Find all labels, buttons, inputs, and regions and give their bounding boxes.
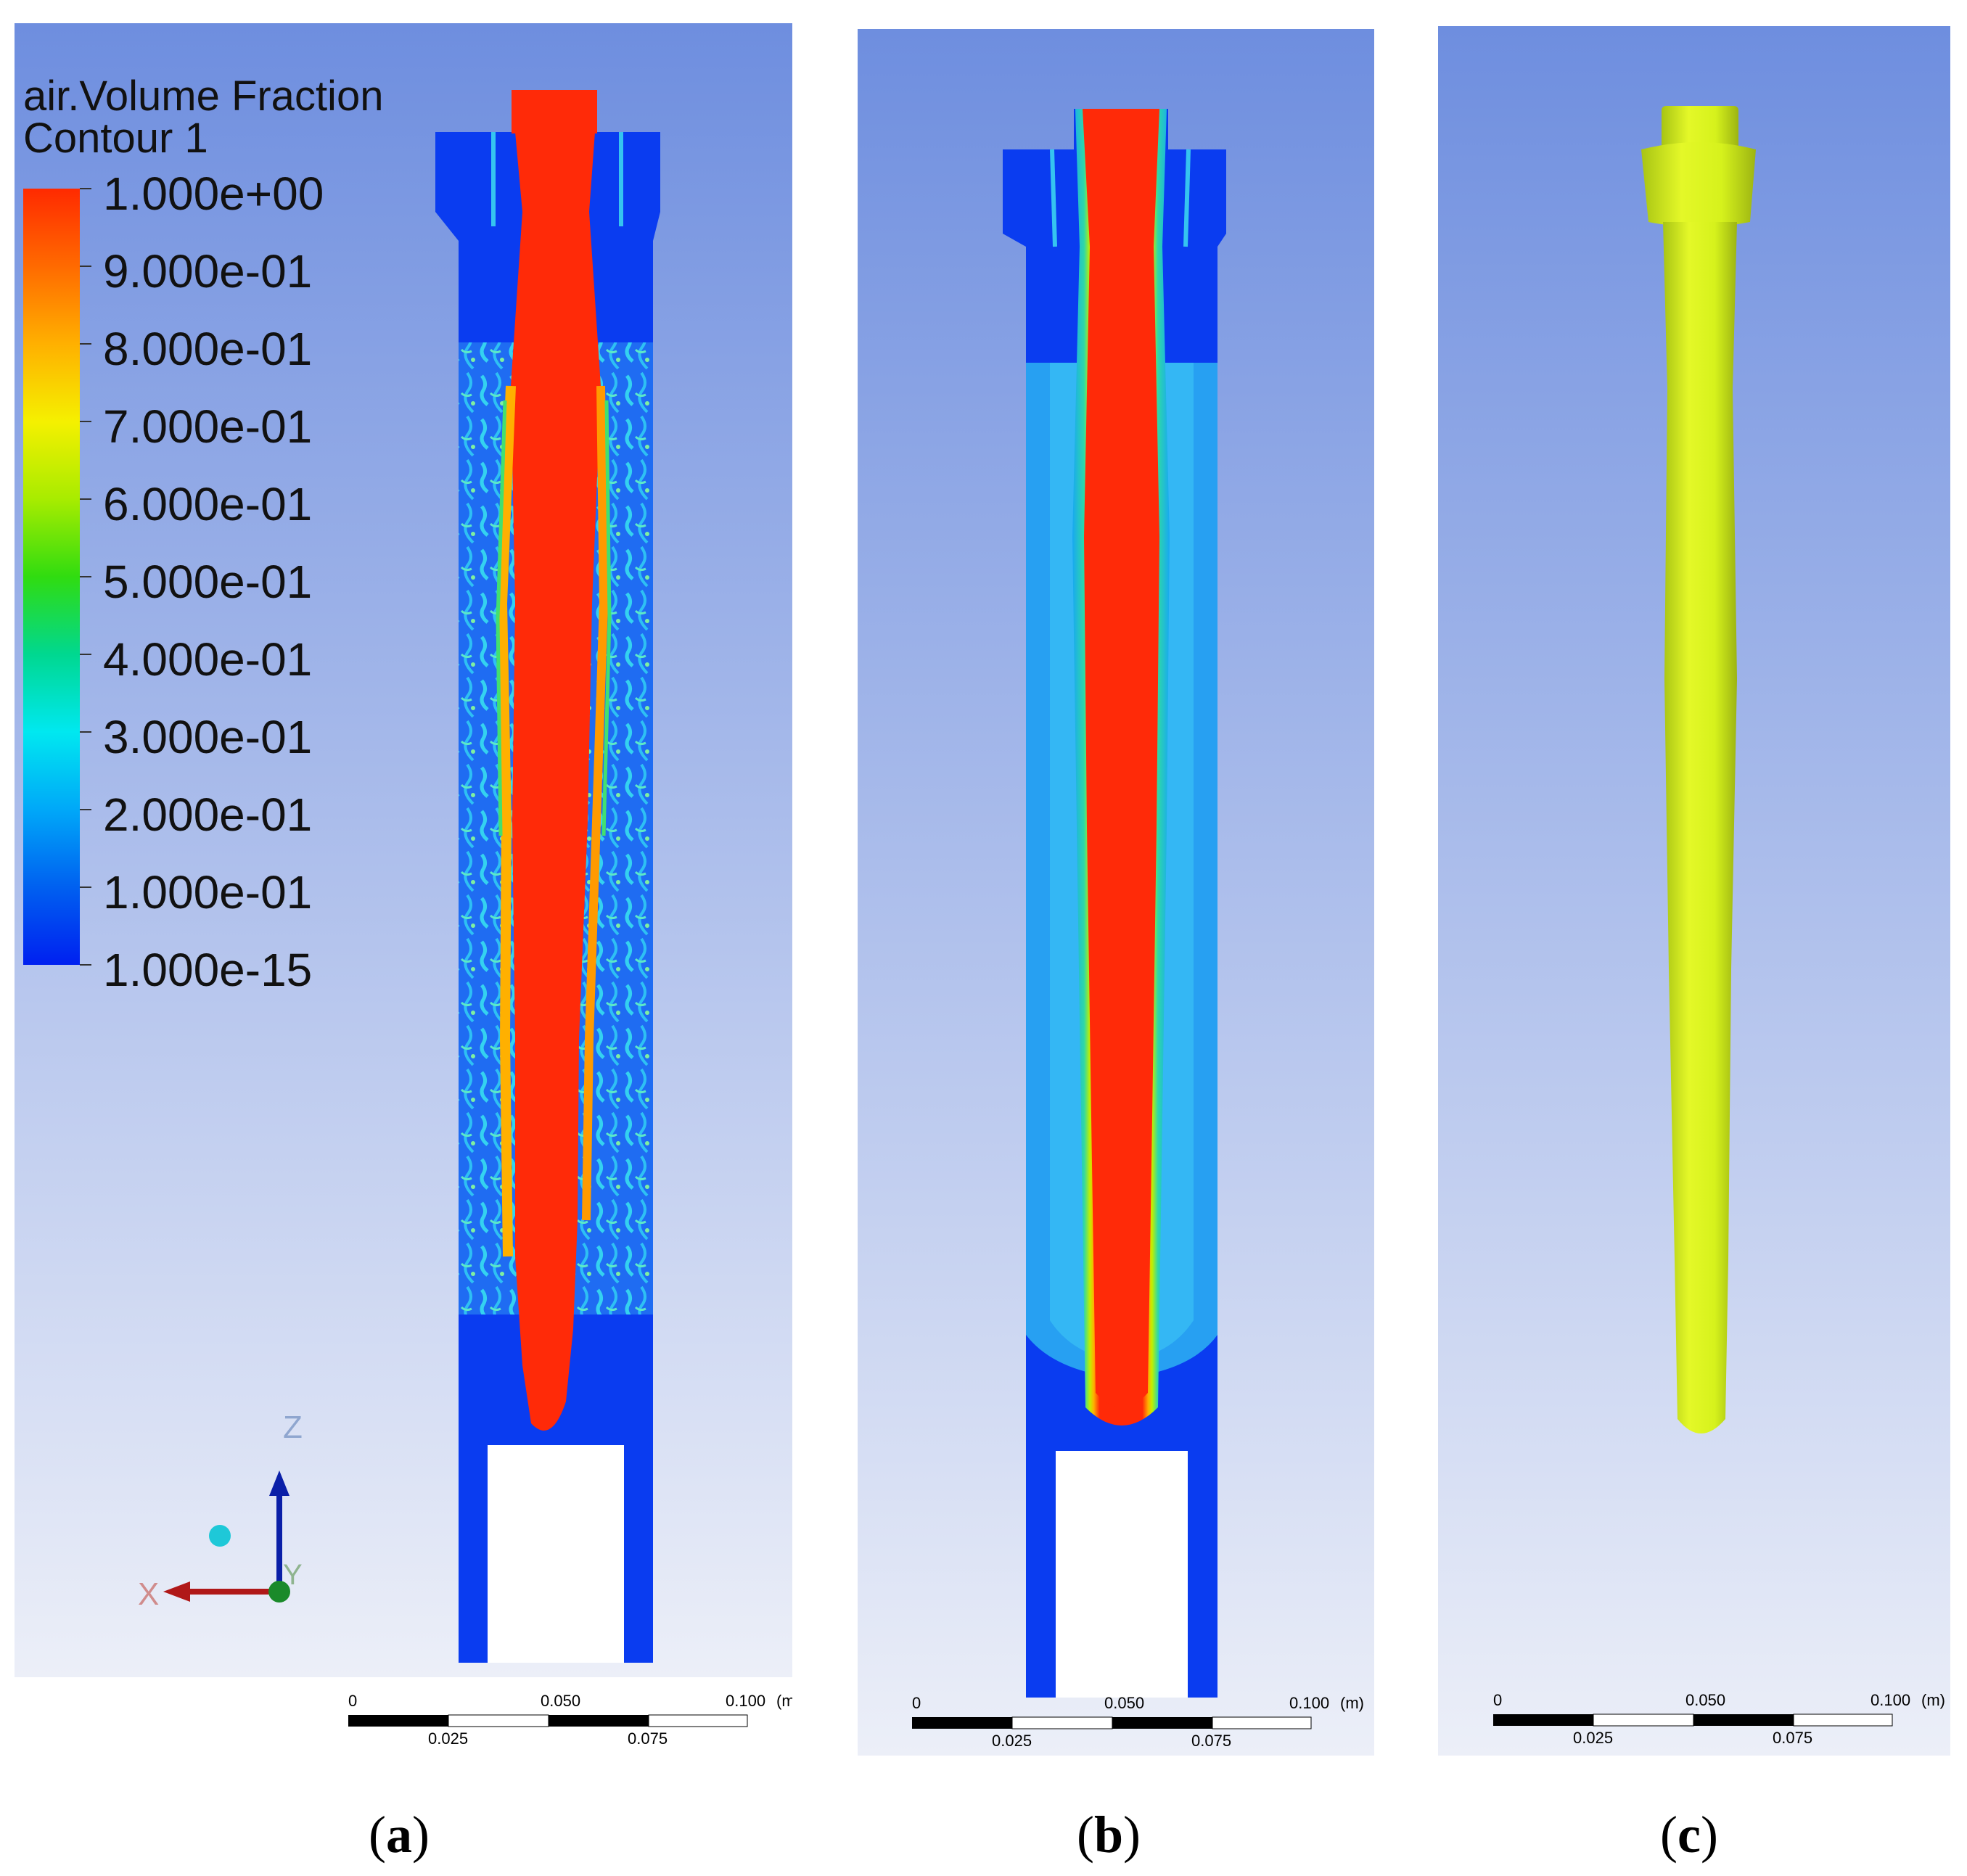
- legend-colorbar: [23, 188, 91, 966]
- scale-top-0: 0: [348, 1692, 357, 1710]
- axis-x-label: X: [138, 1576, 159, 1612]
- air-isosurface: [1641, 106, 1756, 1433]
- legend-name: Contour 1: [23, 115, 208, 162]
- caption-a-letter: a: [386, 1806, 412, 1864]
- legend-level-5: 5.000e-01: [103, 556, 313, 608]
- scale-top-050: 0.050: [1685, 1691, 1725, 1709]
- caption-a-close: ): [412, 1806, 430, 1864]
- caption-a: (a): [290, 1805, 508, 1865]
- axis-y-label: Y: [283, 1559, 303, 1591]
- scale-top-050: 0.050: [541, 1692, 580, 1710]
- scale-bar-a: 0 0.050 0.100 (m) 0.025 0.075: [348, 1692, 792, 1748]
- legend-level-3: 7.000e-01: [103, 400, 313, 453]
- scale-unit: (m): [1921, 1691, 1945, 1709]
- scale-top-100: 0.100: [1871, 1691, 1910, 1709]
- panel-b-image: 0 0.050 0.100 (m) 0.025 0.075: [858, 29, 1374, 1756]
- scale-unit: (m): [1340, 1694, 1364, 1712]
- axis-z-label: Z: [283, 1410, 303, 1445]
- legend-level-4: 6.000e-01: [103, 478, 313, 530]
- scale-bar-c: 0 0.050 0.100 (m) 0.025 0.075: [1493, 1691, 1945, 1747]
- scale-bottom-075: 0.075: [1191, 1732, 1231, 1750]
- legend-level-0: 1.000e+00: [103, 168, 324, 220]
- caption-c-letter: c: [1678, 1806, 1701, 1864]
- column-a: [435, 90, 660, 1663]
- scale-bottom-075: 0.075: [1773, 1729, 1812, 1747]
- scale-bar-b: 0 0.050 0.100 (m) 0.025 0.075: [912, 1694, 1364, 1750]
- caption-c-close: ): [1700, 1806, 1718, 1864]
- scale-top-100: 0.100: [1289, 1694, 1329, 1712]
- scale-bottom-025: 0.025: [1573, 1729, 1613, 1747]
- scale-top-0: 0: [1493, 1691, 1502, 1709]
- caption-b: (b): [1000, 1805, 1217, 1865]
- axis-triad: Z X Y: [138, 1410, 303, 1612]
- panel-a-image: Z X Y 0 0.050 0.100 (m) 0.025 0.075: [15, 23, 792, 1748]
- caption-c-open: (: [1660, 1806, 1678, 1864]
- scale-bottom-025: 0.025: [428, 1729, 468, 1748]
- panel-c-image: 0 0.050 0.100 (m) 0.025 0.075: [1438, 26, 1950, 1756]
- legend-level-1: 9.000e-01: [103, 245, 313, 297]
- legend-level-6: 4.000e-01: [103, 633, 313, 686]
- legend-variable: air.Volume Fraction: [23, 73, 384, 120]
- legend-level-9: 1.000e-01: [103, 866, 313, 918]
- caption-b-letter: b: [1093, 1806, 1124, 1864]
- scale-top-0: 0: [912, 1694, 921, 1712]
- column-b: [1003, 109, 1226, 1698]
- scale-bottom-025: 0.025: [992, 1732, 1032, 1750]
- scale-unit: (m): [776, 1692, 792, 1710]
- legend-level-7: 3.000e-01: [103, 711, 313, 763]
- panel-a: Z X Y 0 0.050 0.100 (m) 0.025 0.075 air.…: [15, 23, 792, 1750]
- caption-b-close: ): [1123, 1806, 1141, 1864]
- caption-c: (c): [1580, 1805, 1798, 1865]
- panel-c: 0 0.050 0.100 (m) 0.025 0.075: [1438, 26, 1950, 1756]
- scale-top-100: 0.100: [726, 1692, 765, 1710]
- legend-level-2: 8.000e-01: [103, 323, 313, 375]
- panel-b: 0 0.050 0.100 (m) 0.025 0.075: [858, 29, 1374, 1756]
- legend-level-10: 1.000e-15: [103, 944, 313, 996]
- scale-top-050: 0.050: [1104, 1694, 1144, 1712]
- scale-bottom-075: 0.075: [628, 1729, 668, 1748]
- caption-b-open: (: [1076, 1806, 1094, 1864]
- caption-a-open: (: [369, 1806, 386, 1864]
- legend-level-8: 2.000e-01: [103, 789, 313, 841]
